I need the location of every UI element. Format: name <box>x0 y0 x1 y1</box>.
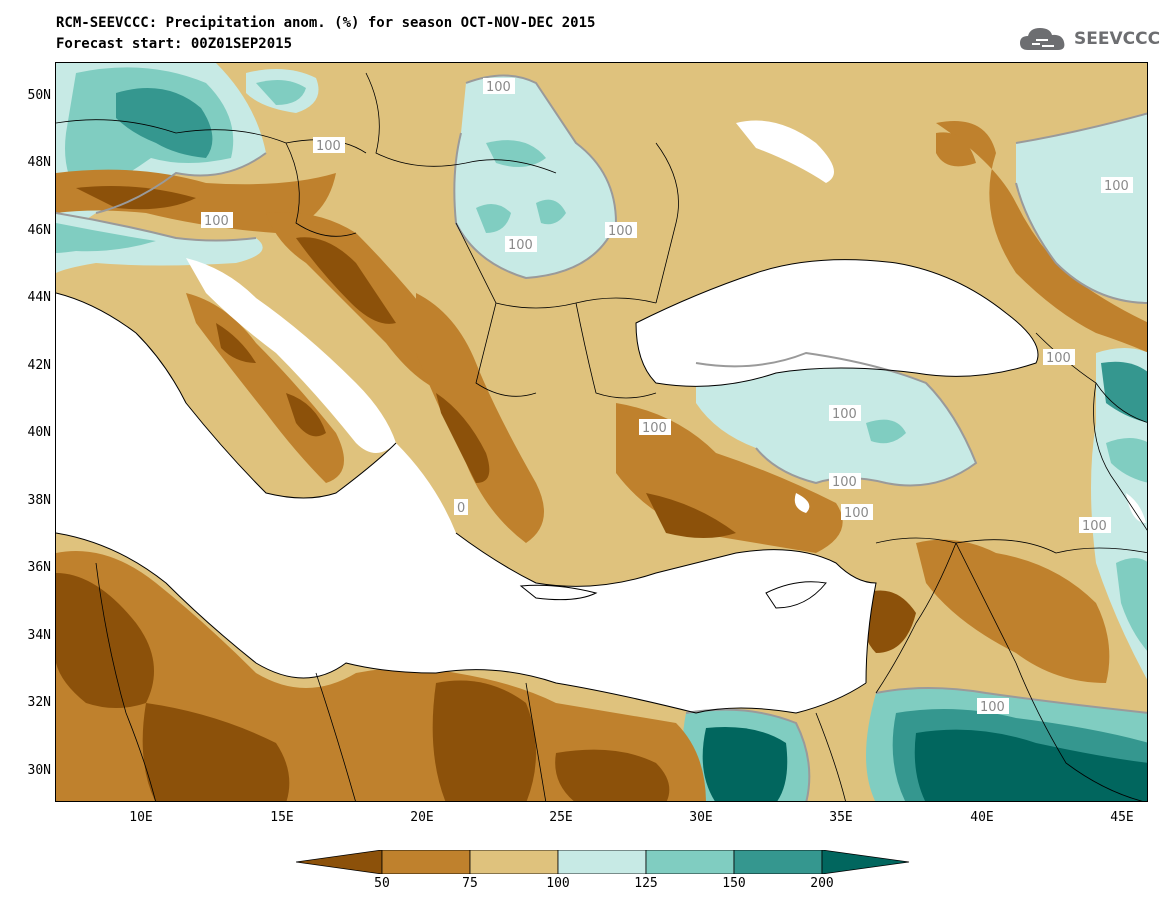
lat-label: 34N <box>27 628 51 643</box>
colorbar-label: 150 <box>722 876 746 891</box>
lat-label: 46N <box>27 223 51 238</box>
lon-label: 10E <box>129 810 153 825</box>
wet-regions <box>56 63 1147 801</box>
colorbar-label: 100 <box>546 876 570 891</box>
contour-labels: 100 100 100 100 100 100 100 100 100 100 … <box>201 78 1133 715</box>
colorbar-label: 50 <box>374 876 390 891</box>
lat-label: 32N <box>27 695 51 710</box>
colorbar-segment <box>733 850 823 874</box>
colorbar-segment <box>821 850 910 874</box>
contour-label: 100 <box>316 139 341 154</box>
lat-label: 36N <box>27 560 51 575</box>
lon-label: 30E <box>689 810 713 825</box>
lat-label: 38N <box>27 493 51 508</box>
forecast-start: Forecast start: 00Z01SEP2015 <box>56 36 293 52</box>
colorbar-segment <box>296 850 383 874</box>
colorbar-label: 75 <box>462 876 478 891</box>
lon-label: 45E <box>1110 810 1134 825</box>
contour-label: 100 <box>832 475 857 490</box>
lat-label: 48N <box>27 155 51 170</box>
map-canvas: 100 100 100 100 100 100 100 100 100 100 … <box>56 63 1147 801</box>
lon-label: 20E <box>410 810 434 825</box>
borders <box>56 72 1147 801</box>
colorbar-label: 200 <box>810 876 834 891</box>
dry-regions <box>56 121 1147 801</box>
lon-label: 25E <box>549 810 573 825</box>
contour-label: 100 <box>832 407 857 422</box>
lat-label: 44N <box>27 290 51 305</box>
contour-label: 100 <box>608 224 633 239</box>
coastlines <box>56 259 1039 714</box>
colorbar-segment <box>469 850 559 874</box>
lon-label: 15E <box>270 810 294 825</box>
lat-label: 42N <box>27 358 51 373</box>
seevccc-logo: SEEVCCC <box>1018 22 1160 56</box>
logo-text: SEEVCCC <box>1074 29 1161 49</box>
contour-label: 100 <box>486 80 511 95</box>
contour-label: 100 <box>508 238 533 253</box>
sea-areas <box>56 120 1146 713</box>
contour-label: 100 <box>1104 179 1129 194</box>
cloud-icon <box>1020 28 1065 50</box>
colorbar-segment <box>381 850 471 874</box>
contour-label: 100 <box>980 700 1005 715</box>
contour-label: 100 <box>1082 519 1107 534</box>
contour-lines <box>56 74 1147 801</box>
contour-label: 100 <box>1046 351 1071 366</box>
colorbar <box>296 850 910 874</box>
colorbar-segment <box>645 850 735 874</box>
colorbar-segment <box>557 850 647 874</box>
contour-label-partial: 0 <box>457 501 465 516</box>
lat-label: 40N <box>27 425 51 440</box>
contour-label: 100 <box>204 214 229 229</box>
lat-label: 50N <box>27 88 51 103</box>
lon-label: 40E <box>970 810 994 825</box>
contour-label: 100 <box>642 421 667 436</box>
lon-label: 35E <box>829 810 853 825</box>
precipitation-anomaly-map: 100 100 100 100 100 100 100 100 100 100 … <box>55 62 1148 802</box>
lat-label: 30N <box>27 763 51 778</box>
colorbar-label: 125 <box>634 876 658 891</box>
map-title: RCM-SEEVCCC: Precipitation anom. (%) for… <box>56 15 596 31</box>
contour-label: 100 <box>844 506 869 521</box>
